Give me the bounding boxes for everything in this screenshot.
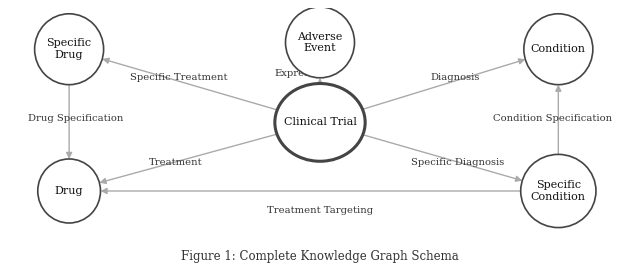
Text: Treatment: Treatment [149, 158, 202, 167]
Text: Condition Specification: Condition Specification [493, 115, 612, 123]
Ellipse shape [35, 14, 104, 85]
Text: Treatment Targeting: Treatment Targeting [267, 206, 373, 215]
Text: Specific Treatment: Specific Treatment [130, 73, 228, 82]
Ellipse shape [521, 154, 596, 228]
Text: Drug: Drug [55, 186, 83, 196]
Text: Figure 1: Complete Knowledge Graph Schema: Figure 1: Complete Knowledge Graph Schem… [181, 250, 459, 263]
Ellipse shape [524, 14, 593, 85]
Text: Drug Specification: Drug Specification [28, 115, 124, 123]
Ellipse shape [38, 159, 100, 223]
Text: Specific Diagnosis: Specific Diagnosis [412, 158, 504, 167]
Text: Diagnosis: Diagnosis [430, 73, 479, 82]
Text: Expresses: Expresses [275, 69, 326, 78]
Ellipse shape [275, 83, 365, 161]
Text: Clinical Trial: Clinical Trial [284, 117, 356, 128]
Text: Adverse
Event: Adverse Event [298, 31, 342, 53]
Ellipse shape [285, 7, 355, 78]
Text: Specific
Condition: Specific Condition [531, 180, 586, 202]
Text: Specific
Drug: Specific Drug [47, 38, 92, 60]
Text: Condition: Condition [531, 44, 586, 54]
